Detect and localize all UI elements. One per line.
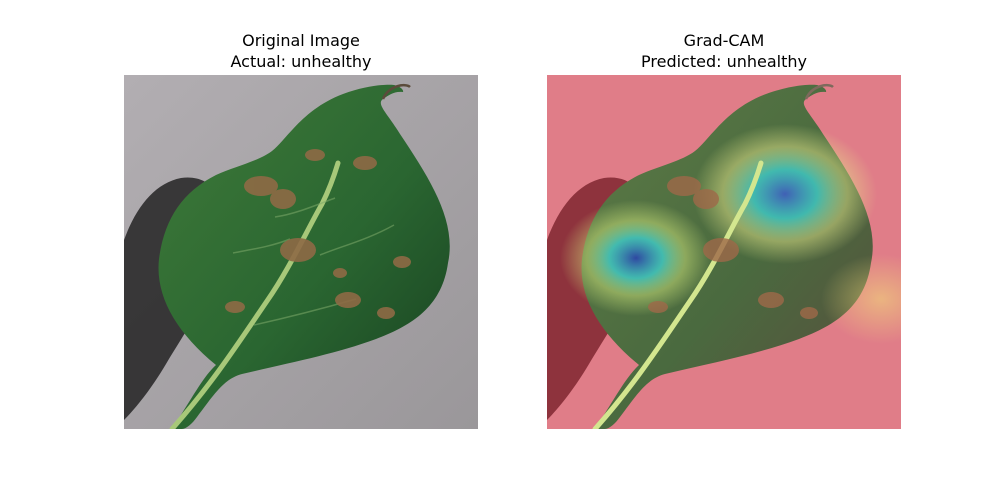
leaf-tip-heatmap [804, 83, 834, 100]
gradcam-edge-warm-zone [821, 254, 901, 344]
heatmap-lesion-spots [648, 176, 818, 319]
gradcam-heatmap-image [547, 75, 901, 429]
original-title-line-1: Original Image [242, 31, 360, 50]
original-title-line-2: Actual: unhealthy [230, 52, 372, 71]
gradcam-leaf-svg [547, 75, 901, 429]
gradcam-panel: Grad-CAM Predicted: unhealthy [547, 30, 901, 429]
original-leaf-svg [124, 75, 478, 429]
original-image-title: Original Image Actual: unhealthy [124, 30, 478, 72]
lesion-spots [225, 149, 411, 319]
original-image-panel: Original Image Actual: unhealthy [124, 30, 478, 429]
gradcam-left-activation [560, 200, 712, 316]
gradcam-title-line-1: Grad-CAM [683, 31, 765, 50]
gradcam-title-line-2: Predicted: unhealthy [641, 52, 807, 71]
gradcam-title: Grad-CAM Predicted: unhealthy [547, 30, 901, 72]
leaf-tip [381, 83, 411, 100]
gradcam-right-activation [693, 124, 877, 264]
leaf-midrib [169, 160, 341, 429]
leaf-veins [232, 197, 395, 326]
original-leaf-image [124, 75, 478, 429]
leaf-midrib-heatmap [592, 160, 764, 429]
